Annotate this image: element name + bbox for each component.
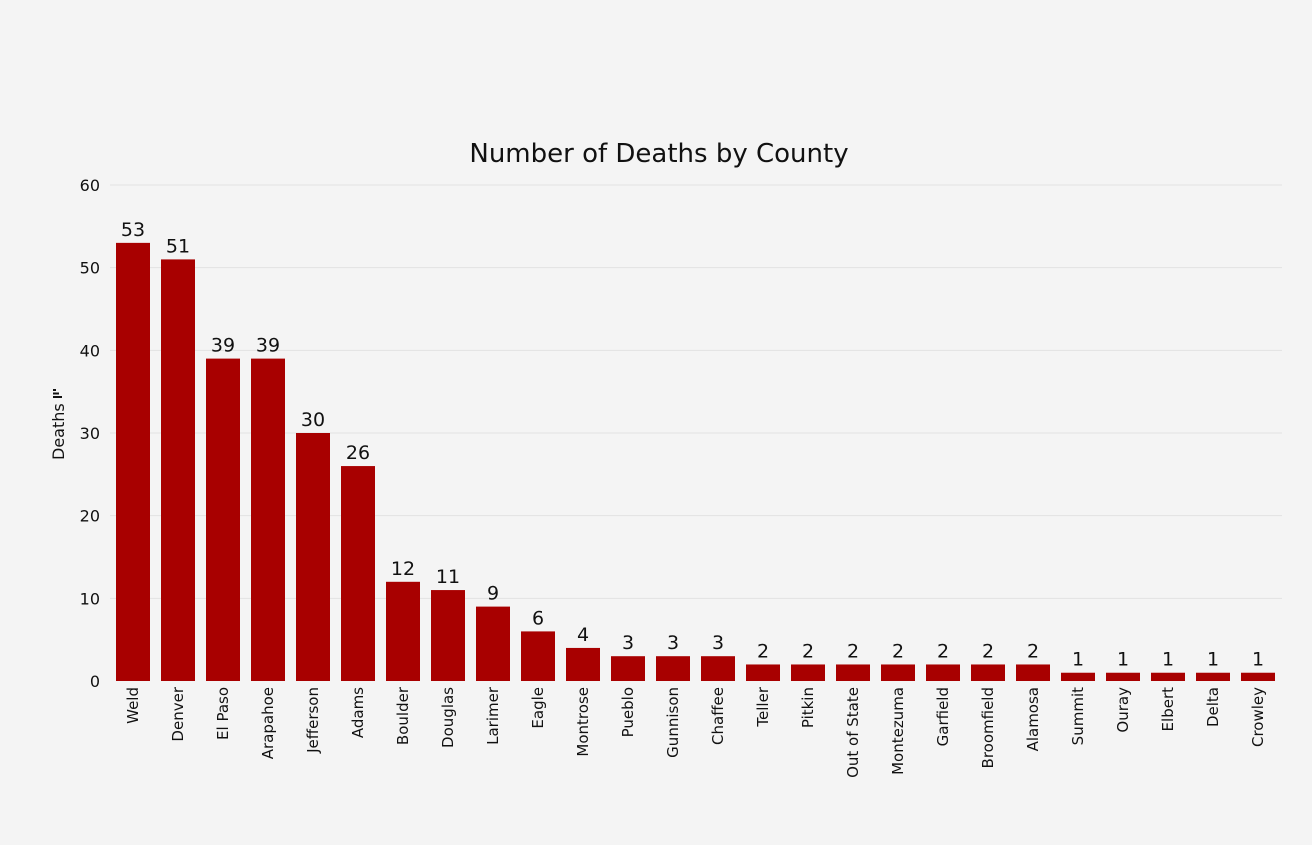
data-label: 3 (622, 632, 634, 654)
data-label: 2 (1027, 640, 1039, 662)
data-label: 2 (802, 640, 814, 662)
y-axis-label: Deaths (49, 403, 68, 460)
bar[interactable] (1061, 672, 1095, 681)
data-label: 9 (487, 583, 499, 605)
x-tick-label: Alamosa (1024, 687, 1042, 751)
data-label: 26 (346, 442, 370, 464)
bar[interactable] (791, 664, 825, 681)
y-tick-label: 60 (80, 176, 100, 195)
bar[interactable] (656, 656, 690, 681)
data-label: 11 (436, 566, 460, 588)
x-tick-label: Garfield (934, 687, 952, 746)
bar[interactable] (161, 259, 195, 681)
x-tick-label: Gunnison (664, 687, 682, 758)
data-label: 2 (757, 640, 769, 662)
bar[interactable] (611, 656, 645, 681)
bar[interactable] (746, 664, 780, 681)
x-tick-label: Boulder (394, 686, 412, 745)
x-tick-label: Denver (169, 686, 187, 741)
x-tick-label: Ouray (1114, 687, 1132, 733)
data-label: 2 (892, 640, 904, 662)
data-label: 2 (937, 640, 949, 662)
bar-chart-icon[interactable] (53, 389, 62, 398)
bar[interactable] (836, 664, 870, 681)
x-tick-label: Weld (124, 687, 142, 724)
bar[interactable] (206, 358, 240, 681)
x-tick-label: Elbert (1159, 687, 1177, 732)
data-label: 3 (712, 632, 724, 654)
data-label: 39 (256, 335, 280, 357)
data-label: 1 (1117, 649, 1129, 671)
x-tick-label: Broomfield (979, 687, 997, 768)
bar[interactable] (1196, 672, 1230, 681)
bar[interactable] (566, 647, 600, 681)
chart-title: Number of Deaths by County (469, 139, 848, 169)
x-axis-labels: Weld Denver El Paso Arapahoe Jefferson Adams B… (124, 686, 1267, 778)
bar[interactable] (1151, 672, 1185, 681)
x-tick-label: Crowley (1249, 687, 1267, 747)
data-label: 2 (847, 640, 859, 662)
gridlines (110, 184, 1282, 599)
bar[interactable] (971, 664, 1005, 681)
y-tick-label: 10 (80, 589, 100, 608)
data-label: 1 (1162, 649, 1174, 671)
y-tick-label: 50 (80, 259, 100, 278)
bar[interactable] (881, 664, 915, 681)
x-tick-label: El Paso (214, 687, 232, 740)
data-label: 30 (301, 409, 325, 431)
x-tick-label: Teller (754, 686, 772, 727)
bars (116, 242, 1275, 681)
x-tick-label: Summit (1069, 687, 1087, 745)
bar[interactable] (476, 606, 510, 681)
x-tick-label: Arapahoe (259, 687, 277, 759)
x-tick-label: Montrose (574, 687, 592, 757)
y-tick-label: 0 (90, 672, 100, 691)
x-tick-label: Jefferson (304, 687, 322, 754)
y-tick-label: 20 (80, 507, 100, 526)
x-tick-label: Douglas (439, 687, 457, 748)
data-label: 2 (982, 640, 994, 662)
y-axis-ticks: 0 10 20 30 40 50 60 (80, 176, 100, 691)
bar[interactable] (1241, 672, 1275, 681)
data-label: 3 (667, 632, 679, 654)
bar[interactable] (116, 242, 150, 681)
data-label: 12 (391, 558, 415, 580)
bar[interactable] (701, 656, 735, 681)
bar[interactable] (296, 433, 330, 681)
data-label: 1 (1252, 649, 1264, 671)
data-label: 39 (211, 335, 235, 357)
bar[interactable] (1106, 672, 1140, 681)
data-label: 6 (532, 607, 544, 629)
data-label: 1 (1207, 649, 1219, 671)
bar[interactable] (521, 631, 555, 681)
y-tick-label: 40 (80, 341, 100, 360)
x-tick-label: Pueblo (619, 687, 637, 737)
x-tick-label: Eagle (529, 687, 547, 729)
x-tick-label: Larimer (484, 686, 502, 745)
data-label: 51 (166, 235, 190, 257)
bar[interactable] (341, 466, 375, 681)
y-axis-title: Deaths (49, 389, 68, 460)
bar[interactable] (251, 358, 285, 681)
y-tick-label: 30 (80, 424, 100, 443)
x-tick-label: Delta (1204, 687, 1222, 727)
data-label: 4 (577, 624, 589, 646)
x-tick-label: Montezuma (889, 687, 907, 775)
bar[interactable] (926, 664, 960, 681)
x-tick-label: Chaffee (709, 687, 727, 745)
bar[interactable] (431, 590, 465, 681)
x-tick-label: Out of State (844, 687, 862, 778)
bar[interactable] (386, 581, 420, 681)
data-label: 53 (121, 219, 145, 241)
x-tick-label: Adams (349, 687, 367, 738)
bar[interactable] (1016, 664, 1050, 681)
data-label: 1 (1072, 649, 1084, 671)
x-tick-label: Pitkin (799, 687, 817, 728)
